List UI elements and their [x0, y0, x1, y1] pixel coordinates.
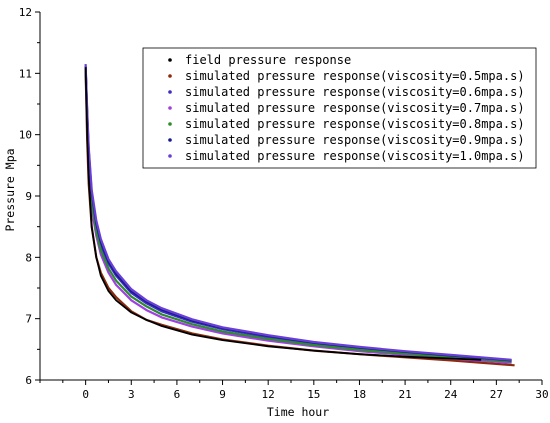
legend-marker-2 — [168, 90, 172, 94]
legend-entry-4: simulated pressure response(viscosity=0.… — [185, 117, 525, 131]
axes: 0 3 6 9 12 15 18 21 24 27 30 6 7 8 9 10 11 12 — [19, 6, 549, 401]
y-tick-label: 8 — [25, 251, 32, 264]
x-tick-label: 9 — [219, 388, 226, 401]
legend-entry-0: field pressure response — [185, 53, 351, 67]
x-tick-label: 24 — [444, 388, 458, 401]
legend-marker-6 — [168, 154, 172, 158]
x-tick-label: 15 — [307, 388, 320, 401]
legend-marker-5 — [168, 138, 172, 142]
legend-marker-1 — [168, 74, 172, 78]
y-tick-label: 6 — [25, 374, 32, 387]
y-tick-label: 9 — [25, 190, 32, 203]
x-axis-label: Time hour — [267, 405, 329, 419]
legend-marker-4 — [168, 122, 172, 126]
x-tick-label: 6 — [174, 388, 181, 401]
y-tick-label: 7 — [25, 313, 32, 326]
y-axis-label: Pressure Mpa — [3, 148, 17, 231]
legend-box — [142, 47, 537, 169]
legend-entry-6: simulated pressure response(viscosity=1.… — [185, 149, 525, 163]
legend-entry-2: simulated pressure response(viscosity=0.… — [185, 85, 525, 99]
legend-entry-3: simulated pressure response(viscosity=0.… — [185, 101, 525, 115]
legend-marker-3 — [168, 106, 172, 110]
x-tick-label: 21 — [398, 388, 411, 401]
x-tick-label: 3 — [128, 388, 135, 401]
plot-area — [84, 64, 515, 367]
y-tick-label: 12 — [19, 6, 32, 19]
y-tick-label: 10 — [19, 129, 32, 142]
legend-marker-0 — [168, 58, 172, 62]
x-tick-label: 30 — [535, 388, 548, 401]
legend: field pressure response simulated pressur… — [142, 47, 537, 169]
x-tick-label: 12 — [262, 388, 275, 401]
legend-entry-1: simulated pressure response(viscosity=0.… — [185, 69, 525, 83]
x-tick-label: 27 — [490, 388, 503, 401]
legend-entry-5: simulated pressure response(viscosity=0.… — [185, 133, 525, 147]
field-pressure-line — [84, 67, 482, 361]
series-4-line — [84, 67, 512, 363]
x-tick-label: 18 — [353, 388, 366, 401]
y-tick-label: 11 — [19, 67, 32, 80]
series-6-line — [84, 64, 512, 361]
x-tick-label: 0 — [82, 388, 89, 401]
